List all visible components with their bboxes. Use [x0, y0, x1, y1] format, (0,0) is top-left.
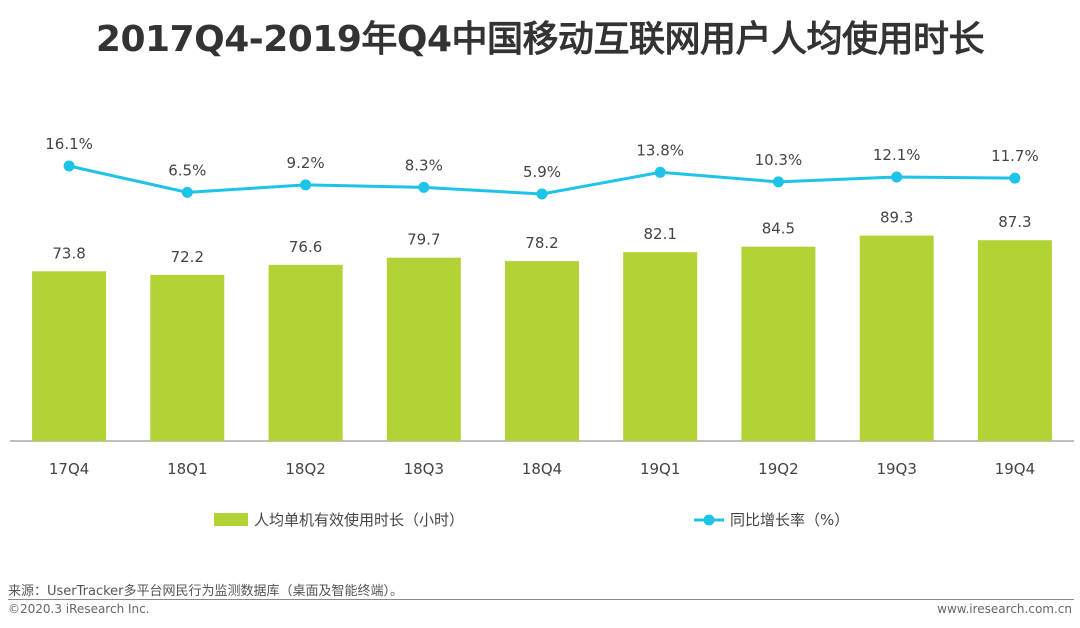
footer-divider [8, 599, 1074, 600]
bar-label-18Q4: 78.2 [525, 234, 558, 252]
x-axis-tick-labels: 17Q4 18Q1 18Q2 18Q3 18Q4 19Q1 19Q2 19Q3 19Q4 [49, 460, 1035, 478]
x-tick-17Q4: 17Q4 [49, 460, 89, 478]
x-tick-18Q3: 18Q3 [404, 460, 444, 478]
line-label-18Q2: 9.2% [287, 154, 325, 172]
legend-line-marker [703, 514, 715, 526]
bar-label-19Q2: 84.5 [762, 220, 795, 238]
bar-18Q1 [150, 274, 225, 441]
legend-line-label: 同比增长率（%） [730, 511, 849, 529]
website-link[interactable]: www.iresearch.com.cn [937, 602, 1072, 616]
bar-series [32, 235, 1052, 441]
x-tick-19Q4: 19Q4 [995, 460, 1035, 478]
bar-19Q4 [977, 240, 1052, 441]
line-point-18Q4 [536, 188, 548, 200]
line-label-19Q4: 11.7% [991, 147, 1039, 165]
source-note: 来源：UserTracker多平台网民行为监测数据库（桌面及智能终端）。 [8, 584, 404, 599]
line-label-18Q1: 6.5% [168, 161, 206, 179]
line-label-17Q4: 16.1% [45, 135, 93, 153]
bar-label-19Q4: 87.3 [998, 213, 1031, 231]
line-series [63, 160, 1021, 200]
line-point-19Q3 [891, 171, 903, 183]
line-data-labels: 16.1% 6.5% 9.2% 8.3% 5.9% 13.8% 10.3% 12.1% 11.7… [45, 135, 1038, 181]
bar-19Q2 [741, 246, 816, 441]
line-label-18Q3: 8.3% [405, 156, 443, 174]
x-tick-18Q2: 18Q2 [285, 460, 325, 478]
bar-17Q4 [32, 271, 107, 441]
combo-chart: 73.8 72.2 76.6 79.7 78.2 82.1 84.5 89.3 87.3 17Q… [10, 135, 1074, 529]
line-point-18Q1 [181, 186, 193, 198]
bar-label-18Q3: 79.7 [407, 231, 440, 249]
copyright-text: ©2020.3 iResearch Inc. [8, 602, 150, 616]
legend-bar-label: 人均单机有效使用时长（小时） [254, 511, 464, 529]
chart-title: 2017Q4-2019年Q4中国移动互联网用户人均使用时长 [95, 19, 985, 60]
x-tick-18Q4: 18Q4 [522, 460, 562, 478]
line-point-18Q3 [418, 181, 430, 193]
x-tick-19Q1: 19Q1 [640, 460, 680, 478]
line-point-17Q4 [63, 160, 75, 172]
legend: 人均单机有效使用时长（小时） 同比增长率（%） [214, 511, 849, 529]
bar-data-labels: 73.8 72.2 76.6 79.7 78.2 82.1 84.5 89.3 87.3 [52, 209, 1031, 266]
bar-label-19Q3: 89.3 [880, 209, 913, 227]
bar-19Q3 [859, 235, 934, 441]
bar-label-18Q2: 76.6 [289, 238, 322, 256]
bar-18Q4 [505, 261, 579, 441]
bar-18Q3 [386, 257, 461, 441]
line-point-19Q4 [1009, 172, 1021, 184]
line-label-19Q3: 12.1% [873, 146, 921, 164]
legend-bar-swatch [214, 513, 248, 526]
bar-label-18Q1: 72.2 [171, 248, 204, 266]
bar-label-19Q1: 82.1 [643, 225, 676, 243]
bar-label-17Q4: 73.8 [52, 244, 85, 262]
line-label-19Q2: 10.3% [755, 151, 803, 169]
x-tick-19Q3: 19Q3 [876, 460, 916, 478]
bar-19Q1 [623, 252, 698, 441]
line-point-19Q1 [654, 166, 666, 178]
line-point-18Q2 [300, 179, 312, 191]
line-label-18Q4: 5.9% [523, 163, 561, 181]
x-tick-18Q1: 18Q1 [167, 460, 207, 478]
line-label-19Q1: 13.8% [636, 141, 684, 159]
x-tick-19Q2: 19Q2 [758, 460, 798, 478]
bar-18Q2 [268, 264, 343, 441]
line-point-19Q2 [772, 176, 784, 188]
